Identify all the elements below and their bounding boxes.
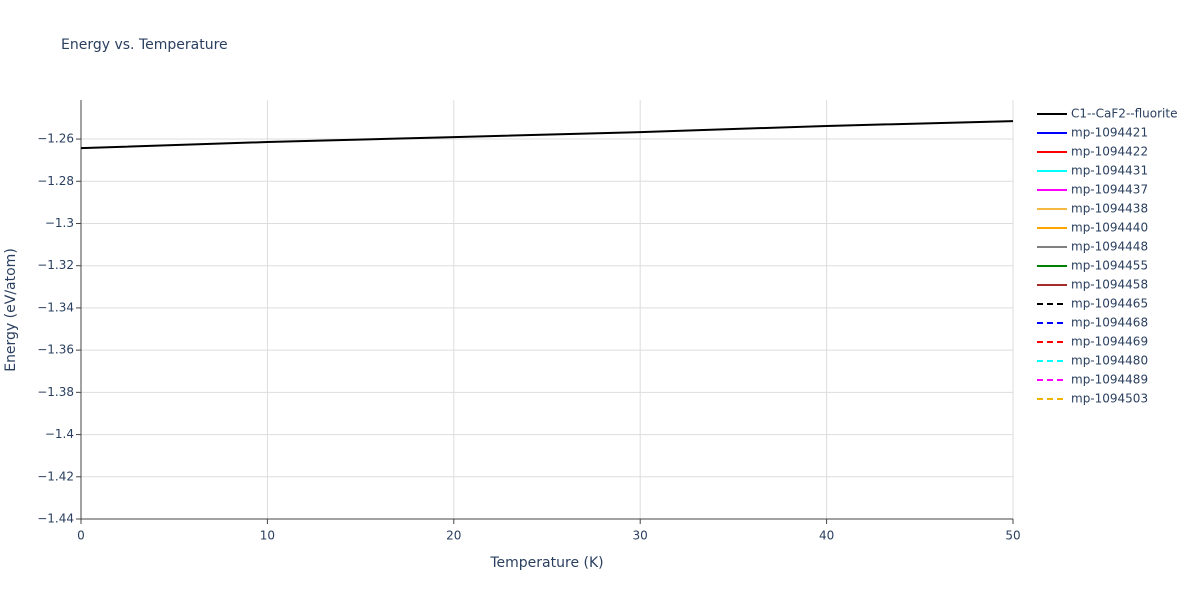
legend-label: mp-1094440 bbox=[1071, 221, 1148, 235]
x-tick-label: 20 bbox=[446, 529, 461, 543]
y-tick-label: −1.28 bbox=[37, 174, 74, 188]
legend-label: mp-1094438 bbox=[1071, 202, 1148, 216]
x-tick-label: 10 bbox=[260, 529, 275, 543]
legend-label: mp-1094458 bbox=[1071, 278, 1148, 292]
x-tick-label: 40 bbox=[819, 529, 834, 543]
legend-label: mp-1094468 bbox=[1071, 316, 1148, 330]
y-tick-label: −1.3 bbox=[45, 216, 74, 230]
y-tick-label: −1.44 bbox=[37, 512, 74, 526]
legend-label: mp-1094480 bbox=[1071, 354, 1148, 368]
legend-label: mp-1094503 bbox=[1071, 392, 1148, 406]
legend-label: C1--CaF2--fluorite bbox=[1071, 107, 1177, 121]
x-tick-label: 50 bbox=[1005, 529, 1020, 543]
legend-label: mp-1094437 bbox=[1071, 183, 1148, 197]
y-tick-label: −1.42 bbox=[37, 469, 74, 483]
y-tick-label: −1.4 bbox=[45, 427, 74, 441]
y-axis-title: Energy (eV/atom) bbox=[3, 248, 19, 372]
legend-label: mp-1094465 bbox=[1071, 297, 1148, 311]
y-tick-label: −1.38 bbox=[37, 385, 74, 399]
legend-label: mp-1094431 bbox=[1071, 164, 1148, 178]
y-tick-label: −1.36 bbox=[37, 343, 74, 357]
x-tick-label: 0 bbox=[77, 529, 85, 543]
legend-label: mp-1094421 bbox=[1071, 126, 1148, 140]
legend-label: mp-1094455 bbox=[1071, 259, 1148, 273]
legend-label: mp-1094469 bbox=[1071, 335, 1148, 349]
x-axis-title: Temperature (K) bbox=[489, 555, 603, 571]
line-series bbox=[80, 120, 1014, 150]
legend-label: mp-1094448 bbox=[1071, 240, 1148, 254]
legend-label: mp-1094422 bbox=[1071, 145, 1148, 159]
chart-title: Energy vs. Temperature bbox=[61, 37, 228, 53]
y-tick-label: −1.26 bbox=[37, 132, 74, 146]
legend-label: mp-1094489 bbox=[1071, 373, 1148, 387]
y-tick-label: −1.34 bbox=[37, 300, 74, 314]
y-tick-label: −1.32 bbox=[37, 258, 74, 272]
x-tick-label: 30 bbox=[633, 529, 648, 543]
